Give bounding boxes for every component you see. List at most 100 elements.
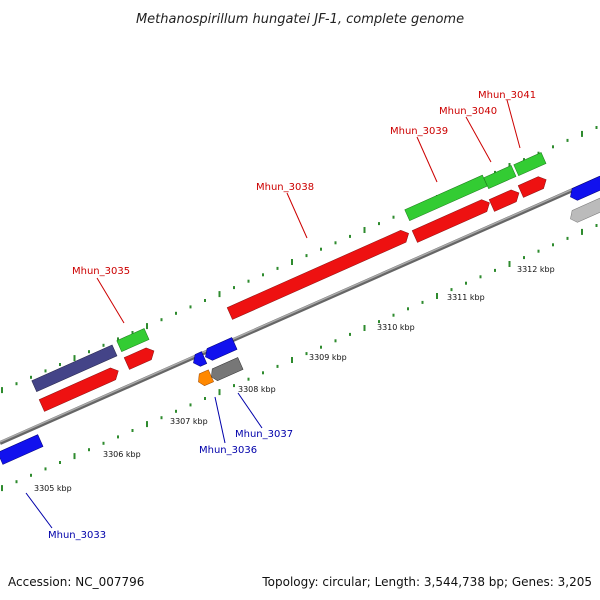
upper-tick xyxy=(160,318,163,322)
gene-red-forward-4[interactable] xyxy=(488,187,522,212)
gene-mhun-3040[interactable] xyxy=(483,165,517,189)
lower-tick xyxy=(523,256,525,260)
lower-tick-row xyxy=(1,224,598,492)
upper-tick xyxy=(30,375,32,379)
gene-navy[interactable] xyxy=(31,344,118,392)
leader-mhun-3036 xyxy=(214,396,226,444)
lower-tick xyxy=(305,352,308,356)
leader-mhun-3038 xyxy=(286,192,308,239)
lower-tick xyxy=(189,403,192,407)
upper-tick xyxy=(320,247,322,251)
upper-tick xyxy=(291,259,293,265)
gene-mhun-3035[interactable] xyxy=(116,328,150,352)
label-mhun-3035[interactable]: Mhun_3035 xyxy=(72,266,130,277)
upper-tick xyxy=(334,241,337,245)
lower-tick xyxy=(15,480,18,484)
upper-tick xyxy=(175,311,177,315)
gene-blue-reverse-small[interactable] xyxy=(191,351,208,369)
lower-tick xyxy=(566,236,569,240)
upper-tick-row xyxy=(1,126,598,394)
upper-tick xyxy=(349,234,351,238)
upper-tick xyxy=(494,170,496,174)
tick-label-3308: 3308 kbp xyxy=(238,385,276,394)
gene-red-forward-3[interactable] xyxy=(411,197,492,243)
upper-tick xyxy=(146,323,148,330)
tick-label-3306: 3306 kbp xyxy=(103,450,141,459)
lower-tick xyxy=(102,441,105,445)
upper-tick xyxy=(218,291,221,298)
lower-tick xyxy=(262,371,264,375)
label-mhun-3038[interactable]: Mhun_3038 xyxy=(256,182,314,193)
leader-mhun-3035 xyxy=(96,277,125,324)
gene-mhun-3033[interactable] xyxy=(0,434,44,465)
leader-mhun-3040 xyxy=(465,116,492,163)
lower-tick xyxy=(175,409,177,413)
upper-tick xyxy=(581,130,583,137)
lower-tick xyxy=(465,281,467,285)
upper-tick xyxy=(566,138,569,142)
lower-tick xyxy=(204,397,206,400)
gene-red-forward-1[interactable] xyxy=(38,365,121,412)
lower-tick xyxy=(349,332,351,336)
lower-tick xyxy=(407,307,409,311)
upper-tick xyxy=(1,387,3,394)
tick-label-3311: 3311 kbp xyxy=(447,293,485,302)
reverse-gene-labels: Mhun_3033 Mhun_3036 Mhun_3037 xyxy=(25,392,293,541)
lower-tick xyxy=(494,268,496,272)
accession-text: Accession: NC_007796 xyxy=(8,575,144,589)
label-mhun-3033[interactable]: Mhun_3033 xyxy=(48,530,106,541)
tick-label-3309: 3309 kbp xyxy=(309,353,347,362)
leader-mhun-3041 xyxy=(506,99,521,149)
lower-tick xyxy=(581,228,583,235)
lower-tick xyxy=(392,313,395,317)
gene-red-forward-2[interactable] xyxy=(123,345,157,370)
upper-tick xyxy=(102,343,105,347)
genome-backbone-highlight xyxy=(0,176,600,443)
label-mhun-3037[interactable]: Mhun_3037 xyxy=(235,429,293,440)
lower-tick xyxy=(59,461,61,464)
gene-mhun-3036[interactable] xyxy=(196,369,214,388)
upper-tick xyxy=(262,273,264,277)
upper-tick xyxy=(15,382,18,386)
gene-blue-reverse[interactable] xyxy=(203,337,238,363)
lower-tick xyxy=(334,339,337,343)
label-mhun-3040[interactable]: Mhun_3040 xyxy=(439,106,497,117)
lower-tick xyxy=(436,293,438,299)
lower-tick xyxy=(537,249,540,253)
map-title: Methanospirillum hungatei JF-1, complete… xyxy=(136,12,464,27)
gene-mhun-3037[interactable] xyxy=(209,357,244,383)
lower-tick xyxy=(378,320,380,324)
upper-tick xyxy=(595,126,598,129)
lower-tick xyxy=(508,261,511,267)
upper-tick xyxy=(378,222,380,226)
lower-tick xyxy=(552,243,554,247)
upper-tick xyxy=(537,151,540,155)
upper-tick xyxy=(392,215,395,219)
label-mhun-3041[interactable]: Mhun_3041 xyxy=(478,90,536,101)
label-mhun-3039[interactable]: Mhun_3039 xyxy=(390,126,448,137)
gene-blue-reverse-right[interactable] xyxy=(568,173,600,202)
gene-mhun-3041[interactable] xyxy=(513,152,547,176)
gene-mhun-3038[interactable] xyxy=(226,228,411,320)
upper-tick xyxy=(117,337,119,341)
upper-tick xyxy=(189,305,192,309)
lower-tick xyxy=(233,384,235,388)
tick-label-3312: 3312 kbp xyxy=(517,265,555,274)
lower-tick xyxy=(131,429,134,432)
upper-tick xyxy=(59,363,61,366)
lower-tick xyxy=(291,357,293,363)
forward-genes xyxy=(31,152,549,412)
lower-tick xyxy=(450,288,453,292)
label-mhun-3036[interactable]: Mhun_3036 xyxy=(199,445,257,456)
gene-lightgray-reverse[interactable] xyxy=(568,195,600,224)
kbp-tick-labels: 3305 kbp 3306 kbp 3307 kbp 3308 kbp 3309… xyxy=(34,265,555,493)
genome-backbone xyxy=(0,176,600,445)
gene-red-forward-5[interactable] xyxy=(517,174,549,198)
lower-tick xyxy=(73,453,76,460)
upper-tick xyxy=(552,145,554,149)
upper-tick xyxy=(363,227,366,233)
lower-tick xyxy=(44,467,47,471)
lower-tick xyxy=(421,300,424,304)
lower-tick xyxy=(218,389,221,396)
